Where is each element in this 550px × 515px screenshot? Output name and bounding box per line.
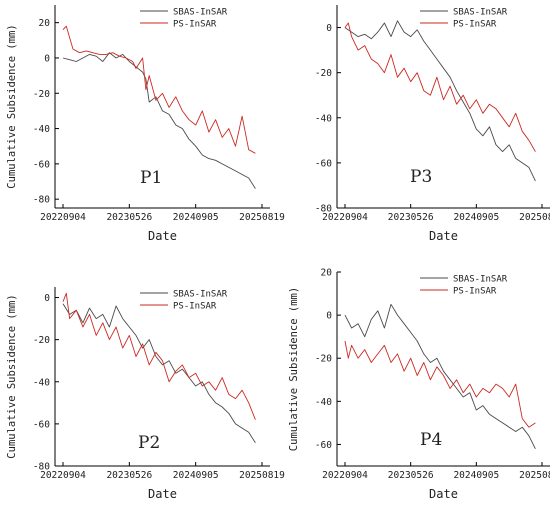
y-tick-label: -60: [33, 419, 50, 430]
x-tick-label: 20220904: [322, 470, 368, 481]
x-tick-label: 20240905: [173, 212, 219, 223]
legend-label: PS-InSAR: [173, 302, 217, 312]
y-axis-title: Cumulative Subsidence (mm): [6, 24, 18, 188]
chart-panel-p1: 20 0 -20 -40 -60 -80 20220904 20230526 20240905 2…: [6, 5, 285, 243]
series-line-ps-insar: [62, 25, 256, 154]
y-tick-label: -80: [33, 462, 50, 473]
legend-label: PS-InSAR: [453, 287, 497, 297]
y-tick-label: 20: [321, 268, 333, 279]
y-tick-label: 20: [39, 18, 51, 29]
series-line-sbas-insar: [344, 20, 536, 182]
series-line-ps-insar: [344, 22, 536, 152]
y-tick-label: -60: [315, 440, 332, 451]
x-tick-label: 20230526: [106, 470, 152, 481]
y-tick-label: -60: [315, 158, 332, 169]
chart-panel-p4: 20 0 -20 -40 -60 20220904 20230526 20240905 2025…: [288, 268, 550, 501]
y-axis-title: Cumulative Subsidence (mm): [288, 287, 300, 451]
x-axis-title: Date: [429, 487, 458, 501]
x-tick-label: 20250819: [239, 470, 285, 481]
y-tick-label: 0: [326, 23, 332, 34]
y-tick-label: 0: [44, 53, 50, 64]
legend-label: SBAS-InSAR: [453, 8, 508, 18]
series-line-ps-insar: [62, 292, 256, 420]
y-tick-label: -40: [33, 377, 50, 388]
legend-label: PS-InSAR: [453, 20, 497, 30]
legend-label: SBAS-InSAR: [173, 290, 228, 300]
legend-label: PS-InSAR: [173, 20, 217, 30]
panel-label: P3: [410, 167, 432, 187]
legend-label: SBAS-InSAR: [453, 275, 508, 285]
x-tick-label: 20220904: [322, 212, 368, 223]
x-axis-title: Date: [148, 229, 177, 243]
x-tick-label: 20230526: [106, 212, 152, 223]
x-tick-label: 20250819: [239, 212, 285, 223]
y-tick-label: -80: [315, 204, 332, 215]
panel-label: P1: [140, 168, 162, 188]
y-tick-label: 0: [326, 311, 332, 322]
x-tick-label: 20240905: [453, 470, 499, 481]
series-line-ps-insar: [344, 340, 536, 428]
panel-label: P4: [420, 430, 442, 450]
panel-label: P2: [138, 433, 160, 453]
series-line-sbas-insar: [62, 303, 256, 444]
x-tick-label: 20230526: [388, 470, 434, 481]
y-tick-label: -60: [33, 159, 50, 170]
series-line-sbas-insar: [344, 303, 536, 450]
series-line-sbas-insar: [62, 52, 256, 189]
x-tick-label: 20230526: [388, 212, 434, 223]
x-tick-label: 20240905: [453, 212, 499, 223]
y-tick-label: -40: [315, 397, 332, 408]
y-tick-label: -20: [33, 89, 50, 100]
y-tick-label: -40: [33, 124, 50, 135]
y-tick-label: -20: [33, 335, 50, 346]
x-axis-title: Date: [148, 487, 177, 501]
x-tick-label: 20240905: [173, 470, 219, 481]
y-tick-label: 0: [44, 293, 50, 304]
y-tick-label: -20: [315, 68, 332, 79]
legend-label: SBAS-InSAR: [173, 8, 228, 18]
x-axis-title: Date: [429, 229, 458, 243]
y-axis-title: Cumulative Subsidence (mm): [6, 294, 18, 458]
x-tick-label: 20220904: [40, 470, 86, 481]
y-tick-label: -80: [33, 195, 50, 206]
y-tick-label: -20: [315, 354, 332, 365]
x-tick-label: 20220904: [40, 212, 86, 223]
y-tick-label: -40: [315, 113, 332, 124]
x-tick-label: 20250819: [519, 470, 550, 481]
x-tick-label: 20250819: [519, 212, 550, 223]
